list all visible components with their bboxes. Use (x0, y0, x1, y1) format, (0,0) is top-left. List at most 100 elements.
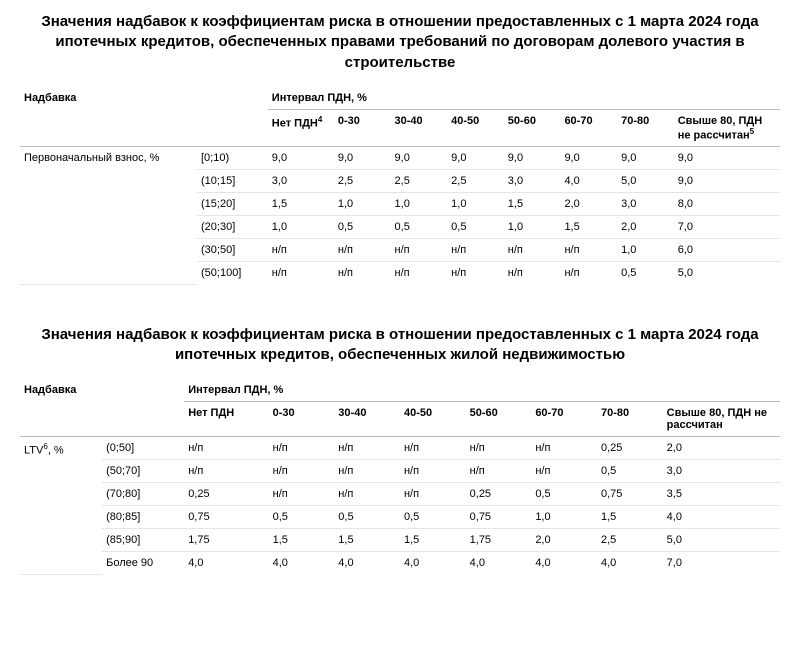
cell: 9,0 (391, 147, 448, 170)
cell: н/п (184, 460, 268, 483)
cell: 5,0 (674, 262, 780, 285)
cell: 9,0 (674, 170, 780, 193)
cell: н/п (447, 239, 504, 262)
cell: 4,0 (269, 552, 335, 575)
cell: 0,25 (466, 483, 532, 506)
cell: 3,0 (504, 170, 561, 193)
cell: 0,75 (184, 506, 268, 529)
cell: 0,25 (597, 437, 663, 460)
cell: 9,0 (268, 147, 334, 170)
cell: 3,0 (663, 460, 780, 483)
corner-label: Надбавка (20, 87, 268, 147)
cell: 1,75 (466, 529, 532, 552)
column-header: 50-60 (504, 109, 561, 147)
cell: 0,5 (269, 506, 335, 529)
cell: 9,0 (334, 147, 391, 170)
data-table: НадбавкаИнтервал ПДН, %Нет ПДН0-3030-404… (20, 379, 780, 575)
cell: 1,75 (184, 529, 268, 552)
cell: н/п (391, 239, 448, 262)
row-label: (15;20] (197, 193, 268, 216)
cell: 0,5 (400, 506, 466, 529)
table-section: Значения надбавок к коэффициентам риска … (20, 325, 780, 575)
column-header: 60-70 (531, 402, 597, 437)
row-label: (50;70] (102, 460, 184, 483)
cell: н/п (334, 262, 391, 285)
cell: н/п (560, 262, 617, 285)
cell: 1,0 (531, 506, 597, 529)
footnote-ref: 5 (750, 127, 754, 136)
cell: 0,75 (466, 506, 532, 529)
cell: 2,5 (447, 170, 504, 193)
cell: 1,5 (504, 193, 561, 216)
cell: 3,0 (617, 193, 674, 216)
cell: 2,5 (597, 529, 663, 552)
cell: 2,5 (334, 170, 391, 193)
cell: 2,0 (560, 193, 617, 216)
column-header: 40-50 (400, 402, 466, 437)
cell: 5,0 (663, 529, 780, 552)
cell: н/п (560, 239, 617, 262)
row-label: [0;10) (197, 147, 268, 170)
cell: н/п (504, 239, 561, 262)
cell: 9,0 (447, 147, 504, 170)
cell: 4,0 (184, 552, 268, 575)
cell: 4,0 (466, 552, 532, 575)
row-label: (0;50] (102, 437, 184, 460)
cell: 5,0 (617, 170, 674, 193)
cell: 9,0 (674, 147, 780, 170)
cell: 0,5 (447, 216, 504, 239)
cell: 2,0 (531, 529, 597, 552)
cell: 1,0 (447, 193, 504, 216)
cell: 1,5 (269, 529, 335, 552)
column-header: 30-40 (334, 402, 400, 437)
cell: 4,0 (334, 552, 400, 575)
row-label: (50;100] (197, 262, 268, 285)
table-title: Значения надбавок к коэффициентам риска … (20, 325, 780, 366)
cell: н/п (400, 460, 466, 483)
cell: 3,0 (268, 170, 334, 193)
cell: 1,5 (400, 529, 466, 552)
cell: 0,5 (597, 460, 663, 483)
row-label: (70;80] (102, 483, 184, 506)
cell: 7,0 (674, 216, 780, 239)
interval-header: Интервал ПДН, % (184, 379, 780, 402)
row-group-label: Первоначальный взнос, % (20, 147, 197, 285)
cell: н/п (268, 239, 334, 262)
corner-label: Надбавка (20, 379, 184, 437)
cell: 0,25 (184, 483, 268, 506)
table-title: Значения надбавок к коэффициентам риска … (20, 12, 780, 73)
cell: н/п (269, 437, 335, 460)
column-header: 70-80 (597, 402, 663, 437)
cell: н/п (184, 437, 268, 460)
cell: 4,0 (531, 552, 597, 575)
data-table: НадбавкаИнтервал ПДН, %Нет ПДН40-3030-40… (20, 87, 780, 285)
cell: н/п (269, 483, 335, 506)
footnote-ref: 4 (318, 115, 322, 124)
cell: 0,5 (334, 216, 391, 239)
cell: 3,5 (663, 483, 780, 506)
cell: н/п (334, 483, 400, 506)
cell: н/п (269, 460, 335, 483)
cell: 1,0 (268, 216, 334, 239)
cell: 2,0 (617, 216, 674, 239)
row-label: (80;85] (102, 506, 184, 529)
row-label: (10;15] (197, 170, 268, 193)
cell: 4,0 (663, 506, 780, 529)
cell: н/п (334, 460, 400, 483)
table-row: (85;90]1,751,51,51,51,752,02,55,0 (20, 529, 780, 552)
cell: 6,0 (674, 239, 780, 262)
cell: 9,0 (560, 147, 617, 170)
cell: 0,5 (334, 506, 400, 529)
column-header: Нет ПДН (184, 402, 268, 437)
table-row: LTV6, %(0;50]н/пн/пн/пн/пн/пн/п0,252,0 (20, 437, 780, 460)
cell: 4,0 (597, 552, 663, 575)
column-header: Свыше 80, ПДН не рассчитан5 (674, 109, 780, 147)
row-label: (20;30] (197, 216, 268, 239)
cell: 9,0 (617, 147, 674, 170)
cell: н/п (447, 262, 504, 285)
cell: н/п (504, 262, 561, 285)
cell: 1,5 (334, 529, 400, 552)
cell: 1,5 (560, 216, 617, 239)
cell: н/п (466, 460, 532, 483)
column-header: 50-60 (466, 402, 532, 437)
